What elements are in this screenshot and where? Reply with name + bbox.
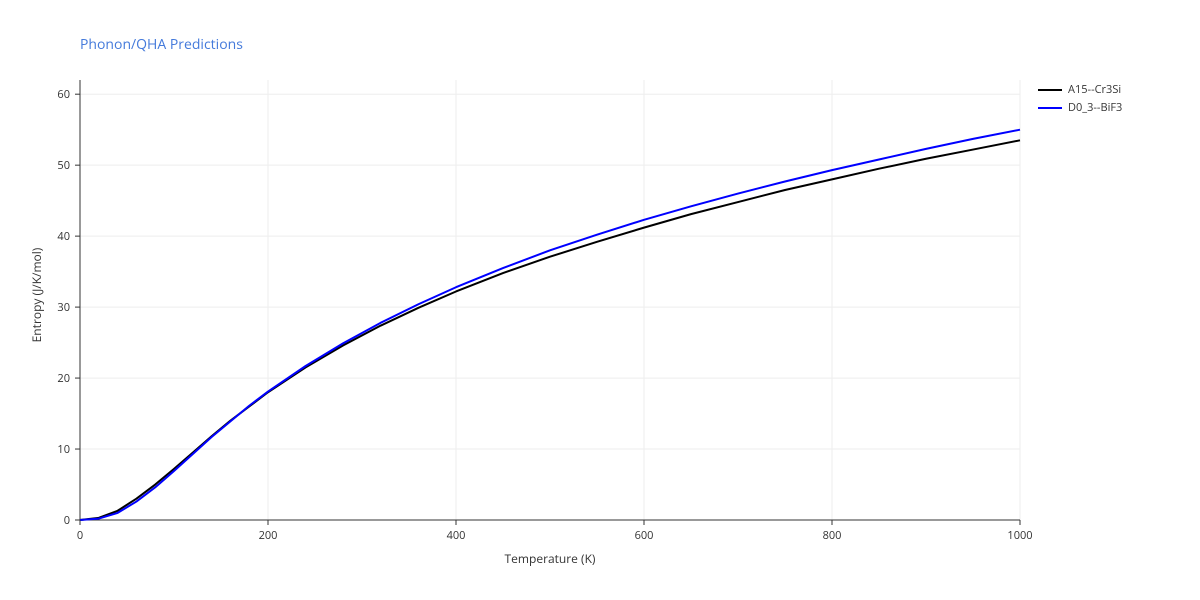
- legend-item[interactable]: D0_3--BiF3: [1038, 100, 1122, 115]
- series-lines: [80, 130, 1020, 520]
- x-tick-label: 200: [253, 528, 283, 543]
- y-tick-label: 40: [46, 229, 70, 244]
- y-tick-label: 30: [46, 300, 70, 315]
- legend-label: D0_3--BiF3: [1068, 100, 1122, 115]
- series-line[interactable]: [80, 140, 1020, 520]
- x-tick-label: 1000: [1005, 528, 1035, 543]
- y-tick-label: 10: [46, 442, 70, 457]
- x-axis-label: Temperature (K): [500, 550, 600, 567]
- legend-item[interactable]: A15--Cr3Si: [1038, 82, 1121, 97]
- legend-label: A15--Cr3Si: [1068, 82, 1121, 97]
- x-tick-label: 400: [441, 528, 471, 543]
- chart-title: Phonon/QHA Predictions: [80, 35, 243, 54]
- y-tick-label: 60: [46, 87, 70, 102]
- grid-lines: [80, 80, 1020, 520]
- x-tick-label: 600: [629, 528, 659, 543]
- y-tick-label: 0: [46, 513, 70, 528]
- x-tick-label: 0: [65, 528, 95, 543]
- y-tick-label: 50: [46, 158, 70, 173]
- y-tick-label: 20: [46, 371, 70, 386]
- legend-swatch: [1038, 89, 1062, 91]
- chart-svg: [0, 0, 1200, 600]
- y-axis-label: Entropy (J/K/mol): [28, 235, 45, 355]
- legend-swatch: [1038, 107, 1062, 109]
- series-line[interactable]: [80, 130, 1020, 520]
- x-tick-label: 800: [817, 528, 847, 543]
- chart-container: { "chart": { "type": "line", "title": "P…: [0, 0, 1200, 600]
- axes: [80, 80, 1020, 520]
